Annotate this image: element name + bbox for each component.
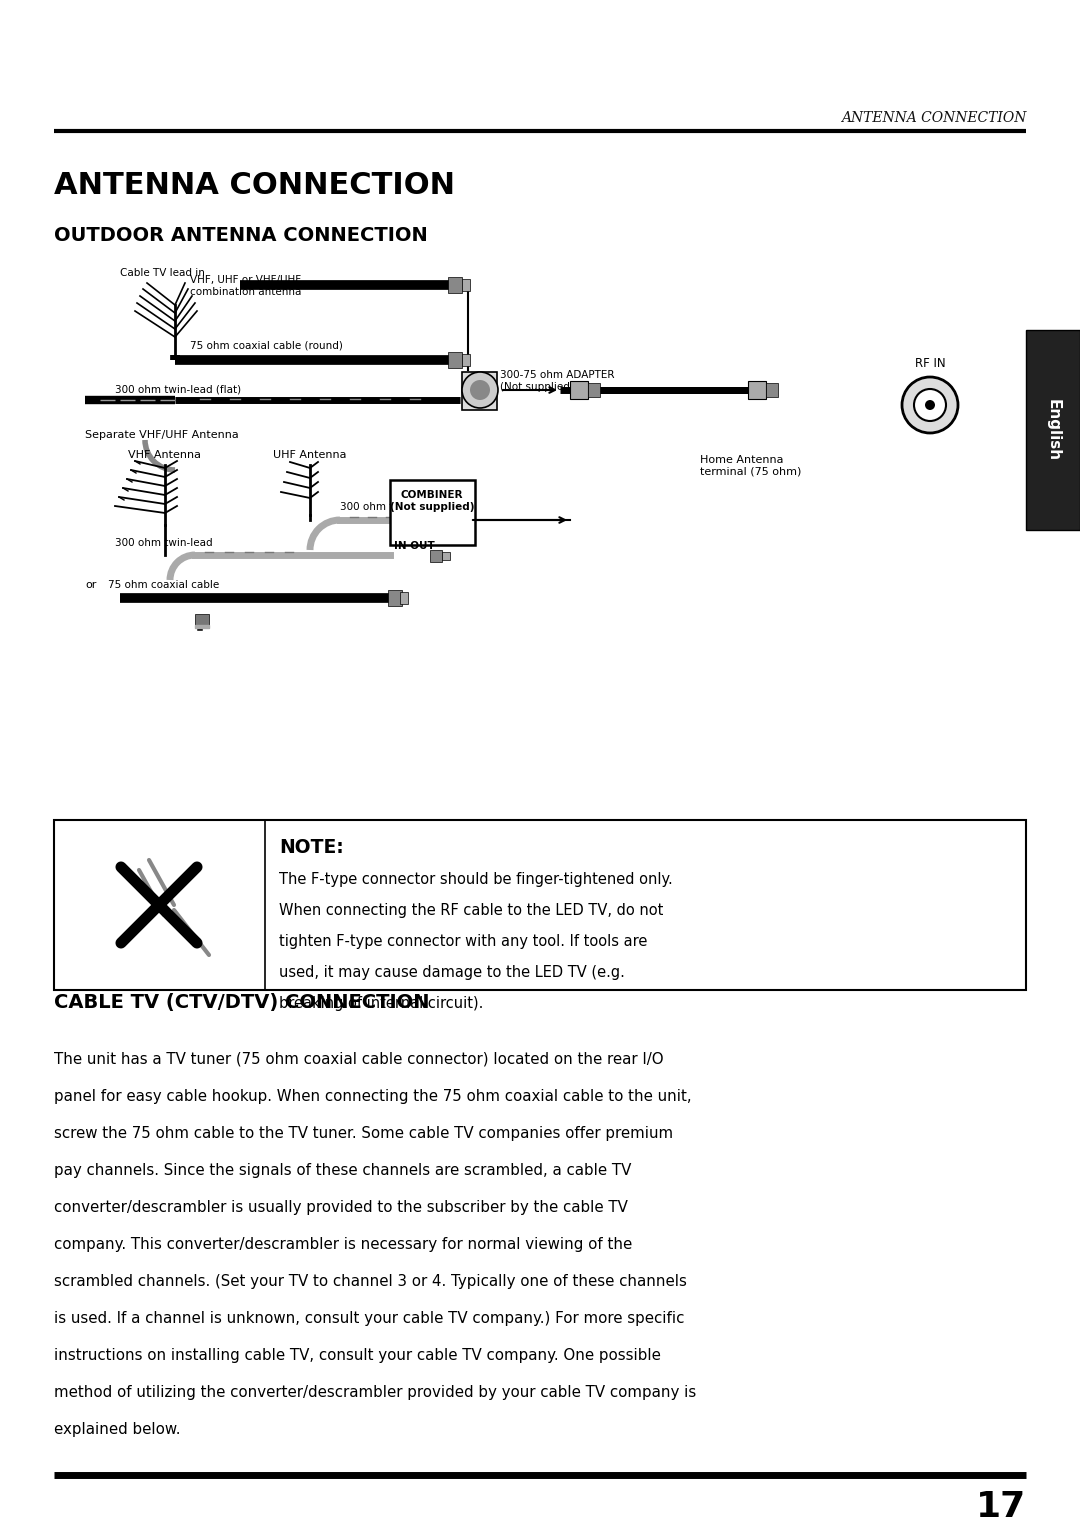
Circle shape	[924, 401, 935, 410]
Text: 300-75 ohm ADAPTER
(Not supplied): 300-75 ohm ADAPTER (Not supplied)	[500, 370, 615, 391]
Bar	[570, 381, 588, 399]
Circle shape	[914, 388, 946, 420]
Circle shape	[462, 372, 498, 408]
Bar	[388, 590, 402, 605]
Text: When connecting the RF cable to the LED TV, do not: When connecting the RF cable to the LED …	[279, 904, 663, 917]
Text: pay channels. Since the signals of these channels are scrambled, a cable TV: pay channels. Since the signals of these…	[54, 1164, 632, 1177]
Text: 75 ohm coaxial cable: 75 ohm coaxial cable	[108, 579, 219, 590]
Text: ANTENNA CONNECTION: ANTENNA CONNECTION	[54, 171, 455, 200]
Text: RF IN: RF IN	[915, 356, 945, 370]
Bar	[195, 615, 210, 628]
Text: converter/descrambler is usually provided to the subscriber by the cable TV: converter/descrambler is usually provide…	[54, 1200, 627, 1216]
Text: scrambled channels. (Set your TV to channel 3 or 4. Typically one of these chann: scrambled channels. (Set your TV to chan…	[54, 1274, 687, 1289]
Text: The unit has a TV tuner (75 ohm coaxial cable connector) located on the rear I/O: The unit has a TV tuner (75 ohm coaxial …	[54, 1052, 663, 1067]
Circle shape	[902, 378, 958, 433]
Text: ANTENNA CONNECTION: ANTENNA CONNECTION	[840, 112, 1026, 125]
Bar	[462, 278, 470, 291]
Circle shape	[470, 381, 490, 401]
Bar	[195, 625, 210, 628]
Bar	[400, 592, 408, 604]
Text: 17: 17	[975, 1489, 1026, 1524]
Bar	[1026, 330, 1080, 531]
Text: CABLE TV (CTV/DTV) CONNECTION: CABLE TV (CTV/DTV) CONNECTION	[54, 992, 430, 1012]
Text: IN OUT: IN OUT	[394, 541, 435, 550]
Text: company. This converter/descrambler is necessary for normal viewing of the: company. This converter/descrambler is n…	[54, 1237, 632, 1252]
Text: explained below.: explained below.	[54, 1422, 180, 1437]
Text: 300 ohm twin-lead: 300 ohm twin-lead	[340, 502, 437, 512]
Text: UHF Antenna: UHF Antenna	[273, 450, 347, 460]
Text: The F-type connector should be finger-tightened only.: The F-type connector should be finger-ti…	[279, 872, 673, 887]
Bar	[462, 355, 470, 365]
Text: 75 ohm coaxial cable (round): 75 ohm coaxial cable (round)	[190, 339, 342, 350]
Text: Cable TV lead in: Cable TV lead in	[120, 268, 205, 278]
Text: breaking of internal circuit).: breaking of internal circuit).	[279, 995, 484, 1011]
Text: screw the 75 ohm cable to the TV tuner. Some cable TV companies offer premium: screw the 75 ohm cable to the TV tuner. …	[54, 1125, 673, 1141]
Bar	[390, 480, 475, 544]
Text: panel for easy cable hookup. When connecting the 75 ohm coaxial cable to the uni: panel for easy cable hookup. When connec…	[54, 1089, 691, 1104]
Bar	[442, 552, 450, 560]
Bar	[54, 820, 1026, 989]
Bar	[448, 277, 462, 294]
Text: used, it may cause damage to the LED TV (e.g.: used, it may cause damage to the LED TV …	[279, 965, 625, 980]
Bar	[588, 382, 600, 398]
Text: method of utilizing the converter/descrambler provided by your cable TV company : method of utilizing the converter/descra…	[54, 1385, 697, 1401]
Text: Separate VHF/UHF Antenna: Separate VHF/UHF Antenna	[85, 430, 239, 440]
Text: VHF Antenna: VHF Antenna	[129, 450, 202, 460]
Bar	[766, 382, 778, 398]
Text: 300 ohm twin-lead: 300 ohm twin-lead	[114, 538, 213, 547]
Text: OUTDOOR ANTENNA CONNECTION: OUTDOOR ANTENNA CONNECTION	[54, 226, 428, 245]
Text: COMBINER
(Not supplied): COMBINER (Not supplied)	[390, 489, 474, 512]
Text: VHF, UHF or VHF/UHF
combination antenna: VHF, UHF or VHF/UHF combination antenna	[190, 275, 301, 297]
Text: English: English	[1045, 399, 1061, 462]
Text: 300 ohm twin-lead (flat): 300 ohm twin-lead (flat)	[114, 384, 241, 394]
Text: Home Antenna
terminal (75 ohm): Home Antenna terminal (75 ohm)	[700, 456, 801, 477]
Text: is used. If a channel is unknown, consult your cable TV company.) For more speci: is used. If a channel is unknown, consul…	[54, 1310, 685, 1326]
Bar	[430, 550, 442, 563]
Bar	[448, 352, 462, 368]
Bar	[462, 372, 497, 410]
Text: instructions on installing cable TV, consult your cable TV company. One possible: instructions on installing cable TV, con…	[54, 1349, 661, 1362]
Bar	[748, 381, 766, 399]
Text: or: or	[85, 579, 96, 590]
Text: tighten F-type connector with any tool. If tools are: tighten F-type connector with any tool. …	[279, 934, 647, 950]
Text: NOTE:: NOTE:	[279, 838, 343, 856]
